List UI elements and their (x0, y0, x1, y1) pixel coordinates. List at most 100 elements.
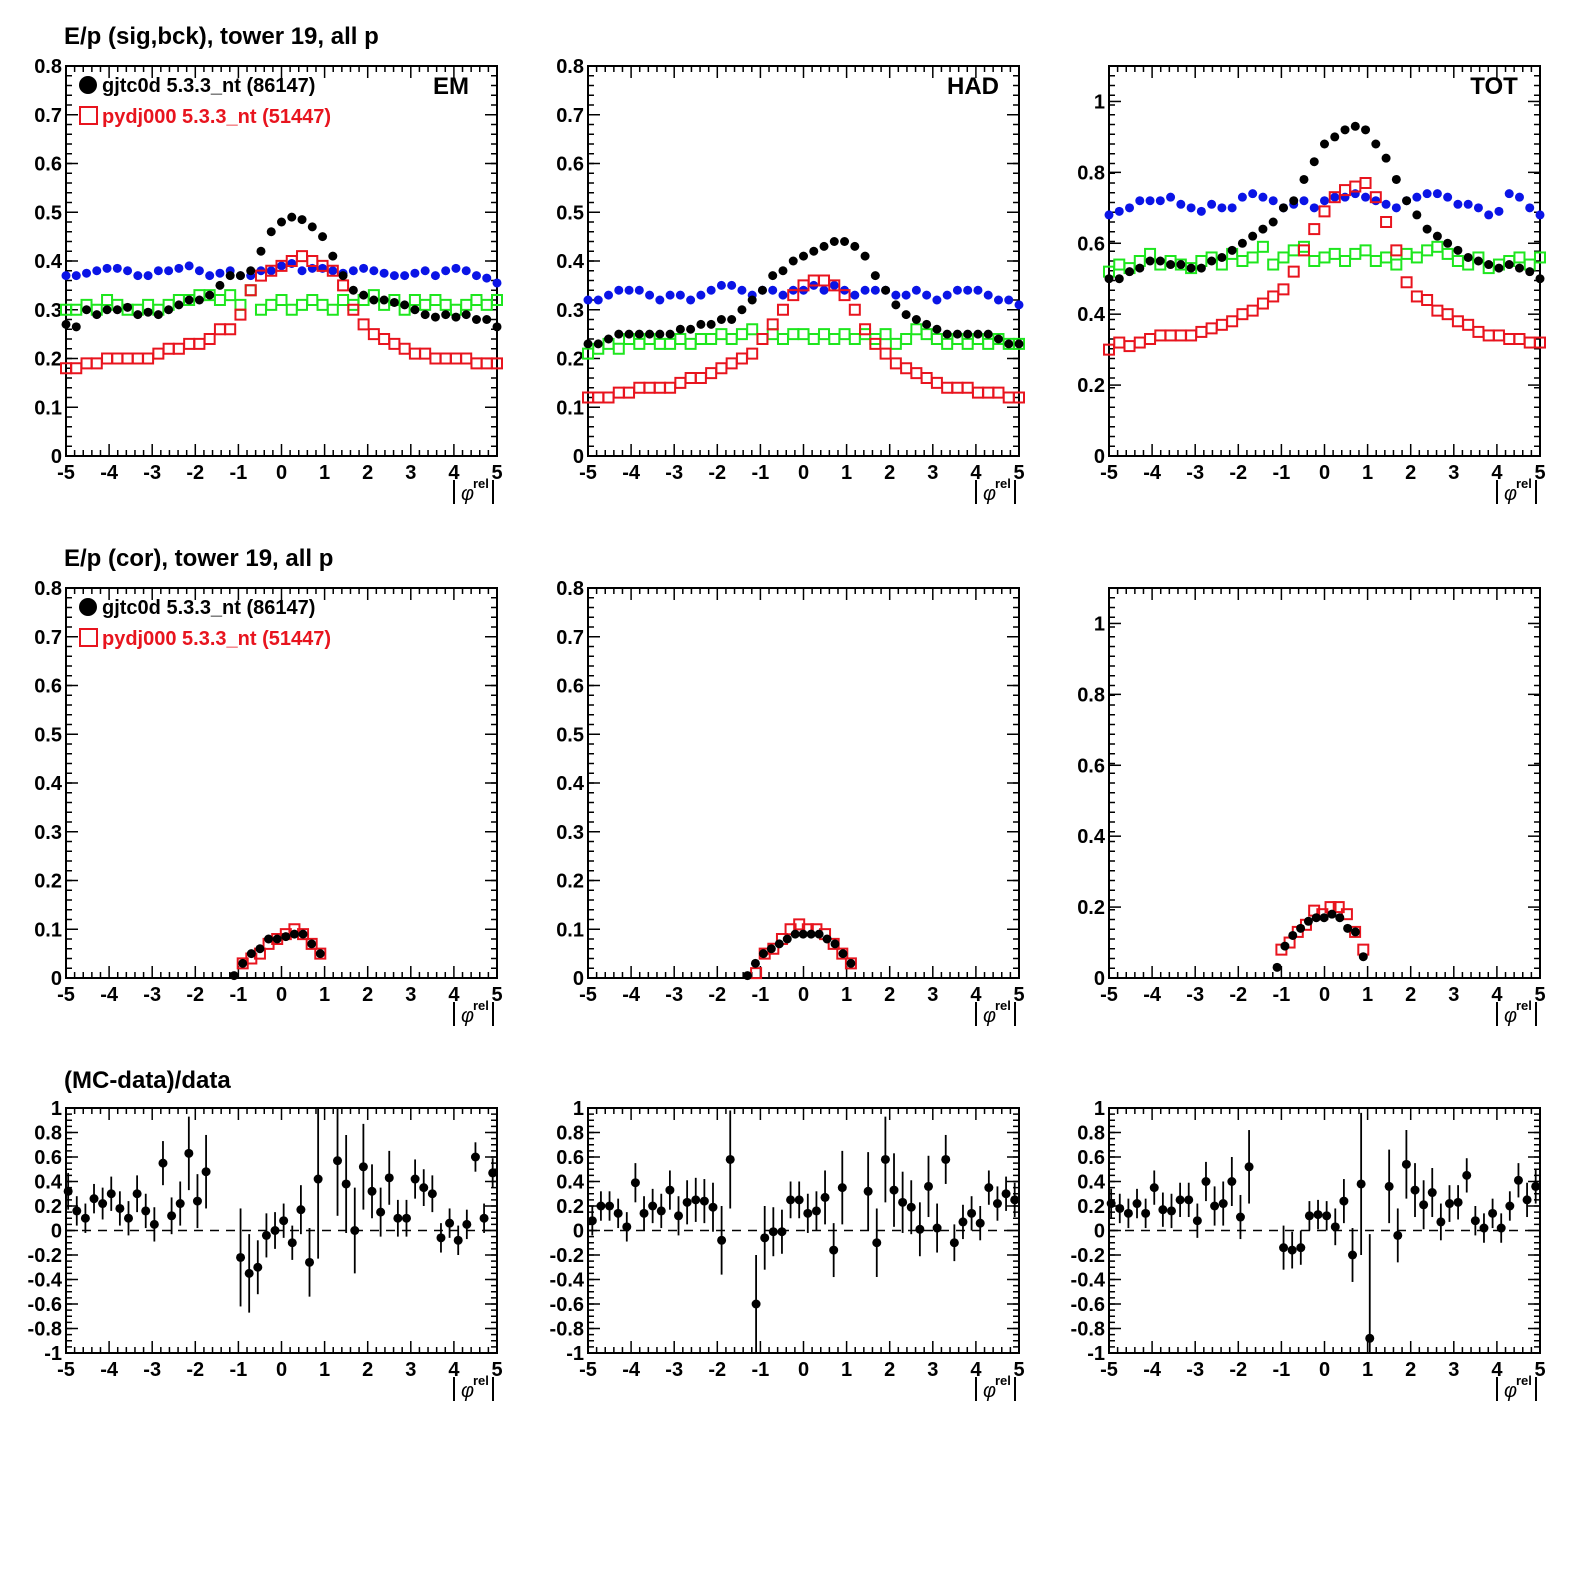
y-tick-label: 0.4 (556, 1172, 585, 1194)
point-mc-bck (776, 333, 789, 345)
ratio-point (1330, 1222, 1340, 1232)
point-data (281, 932, 291, 942)
point-mc (787, 289, 800, 302)
plot-frame (587, 65, 1020, 457)
panel-had_ratio: -5 -4 -3 -2 -1 0 1 2 3 4 5-1-0.8-0.6-0.4-0.200.20.… (550, 1098, 1025, 1402)
y-tick-label: -0.8 (550, 1319, 584, 1341)
point-mc (1164, 329, 1177, 342)
point-data (1350, 927, 1360, 937)
point-mc-bck (889, 337, 902, 350)
point-mc-bck (961, 337, 974, 350)
point-data (315, 949, 325, 959)
point-mc-bck (316, 298, 329, 311)
ratio-point (1470, 1216, 1480, 1226)
y-tick-label: 0.8 (556, 1123, 584, 1145)
point-mc (1318, 205, 1331, 218)
ratio-point (1479, 1223, 1489, 1233)
point-mc (1103, 343, 1115, 356)
point-data-bck (1330, 192, 1340, 202)
point-data-bck (1525, 203, 1535, 213)
point-data (860, 251, 870, 261)
point-data (809, 246, 819, 256)
point-mc-bck (1185, 262, 1198, 275)
x-tick-label: -4 (1143, 1359, 1162, 1381)
point-mc (982, 386, 995, 399)
point-data-bck (1340, 192, 1350, 202)
point-data-bck (696, 290, 706, 300)
x-tick-label: -2 (186, 984, 204, 1006)
x-tick-label: 3 (405, 1359, 416, 1381)
x-axis-label: φ (461, 1005, 474, 1027)
ratio-point (123, 1213, 133, 1223)
x-tick-label: -1 (230, 462, 248, 484)
ratio-point (1384, 1181, 1394, 1191)
point-data (1330, 132, 1340, 142)
y-tick-label: 0.4 (1077, 826, 1106, 848)
ratio-point (967, 1208, 977, 1218)
point-data (174, 300, 184, 310)
point-data (799, 251, 808, 261)
y-tick-label: 0.3 (556, 300, 584, 322)
point-data-bck (973, 285, 983, 295)
y-tick-label: 0.2 (34, 871, 62, 893)
point-data-bck (614, 285, 624, 295)
x-tick-label: 2 (884, 462, 895, 484)
point-mc-bck (285, 303, 298, 316)
y-tick-label: 0.2 (34, 349, 62, 371)
ratio-point (305, 1257, 315, 1267)
point-data (706, 319, 716, 329)
point-data (665, 329, 675, 339)
point-mc-bck (1339, 255, 1352, 267)
point-data (932, 324, 942, 334)
point-mc (1482, 329, 1495, 342)
legend-label-mc: pydj000 5.3.3_nt (51447) (102, 106, 331, 128)
series-data (1104, 121, 1545, 284)
y-tick-label: 0.8 (556, 578, 584, 600)
ratio-point (622, 1222, 632, 1232)
point-data (298, 929, 308, 939)
point-mc-bck (491, 294, 503, 306)
point-data (348, 285, 358, 295)
point-data-bck (1504, 189, 1514, 199)
point-mc-bck (213, 294, 226, 306)
point-mc (1359, 177, 1372, 189)
point-data-bck (71, 271, 81, 281)
point-data (952, 329, 962, 339)
x-tick-label: -5 (1100, 1359, 1118, 1381)
point-data (1248, 231, 1258, 241)
ratio-point (1244, 1162, 1254, 1172)
point-mc-bck (1369, 255, 1382, 267)
ratio-point (72, 1206, 82, 1216)
point-data (289, 929, 299, 939)
point-data (441, 310, 451, 320)
point-mc-bck (705, 333, 718, 345)
point-mc (971, 386, 984, 399)
point-data (1145, 256, 1155, 266)
ratio-point (596, 1201, 606, 1211)
point-mc (1215, 318, 1228, 331)
ratio-point (453, 1235, 463, 1245)
point-data (123, 302, 133, 312)
point-data (1494, 263, 1504, 273)
y-tick-label: 0 (573, 1221, 584, 1243)
ratio-point (1365, 1333, 1375, 1343)
point-data (1473, 256, 1483, 266)
point-mc (357, 318, 370, 331)
point-data-bck (102, 263, 112, 273)
point-mc-bck (1534, 251, 1546, 264)
point-data (1114, 274, 1124, 284)
point-mc (1113, 336, 1126, 349)
point-mc-bck (1359, 244, 1372, 257)
point-data (788, 256, 798, 266)
point-mc-bck (653, 337, 666, 350)
point-mc-bck (920, 328, 933, 341)
point-mc (869, 337, 882, 350)
point-mc-bck (787, 328, 800, 341)
x-axis-label: φ (1504, 1005, 1517, 1027)
ratio-point (175, 1199, 185, 1209)
ratio-point (648, 1201, 658, 1211)
y-tick-label: 0.7 (34, 627, 62, 649)
point-mc-bck (1349, 247, 1362, 260)
point-data (1412, 210, 1422, 220)
point-data (287, 212, 297, 222)
